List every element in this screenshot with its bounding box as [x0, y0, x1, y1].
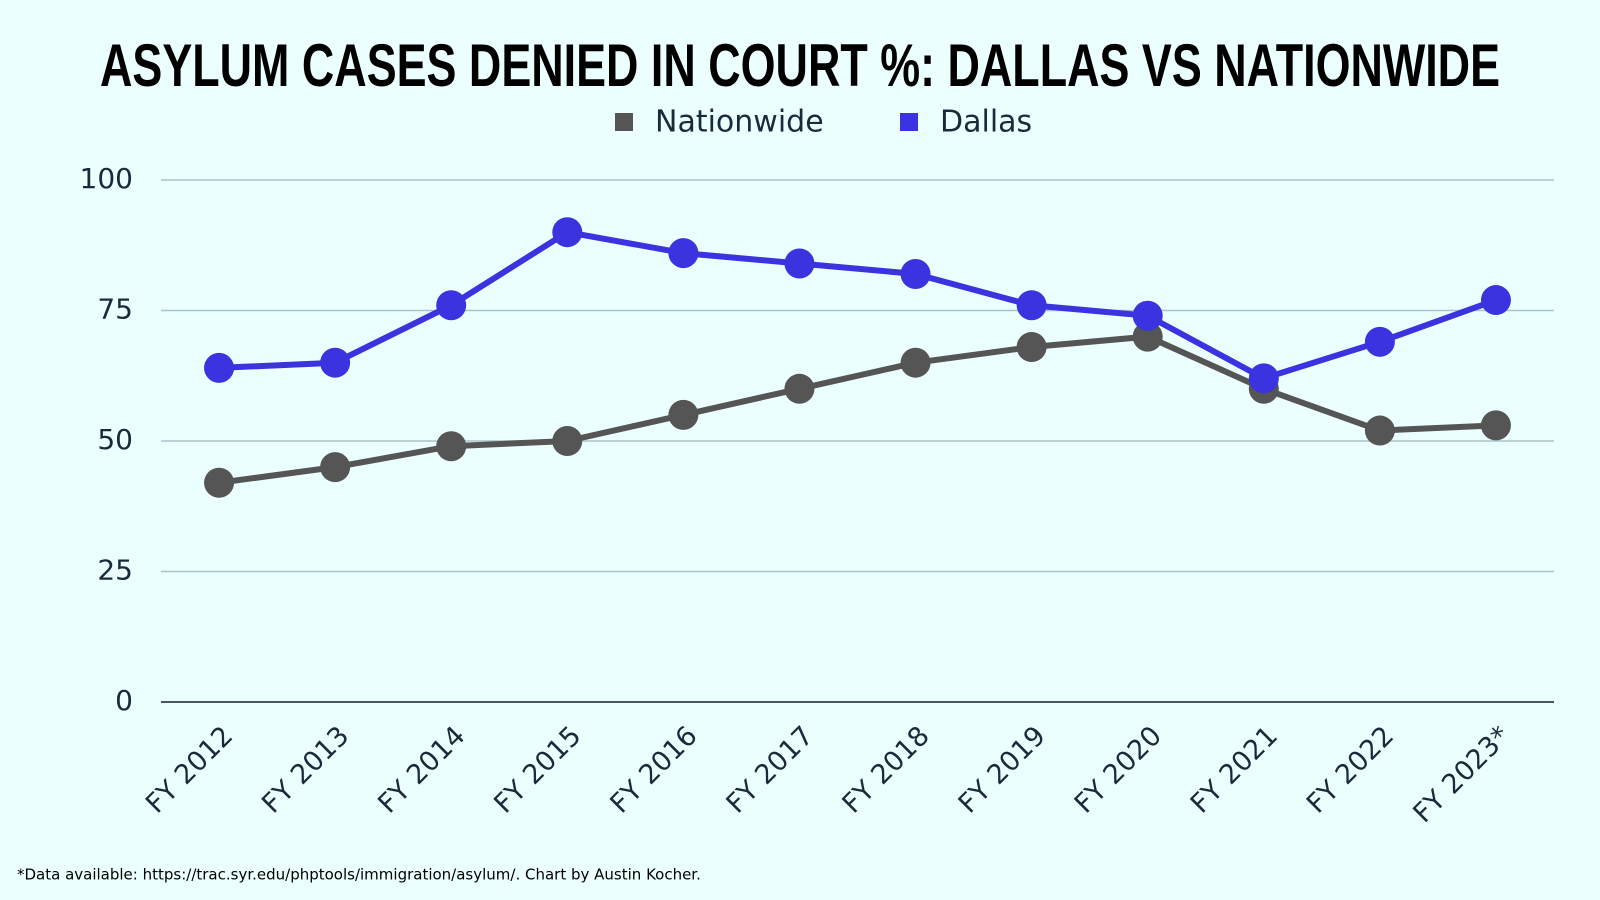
x-tick-label: FY 2013	[256, 720, 355, 819]
legend-label: Dallas	[940, 105, 1032, 140]
x-tick-label: FY 2019	[953, 720, 1052, 819]
point	[1016, 332, 1047, 363]
footnote: *Data available: https://trac.syr.edu/ph…	[17, 866, 701, 884]
point	[320, 347, 351, 378]
x-tick-label: FY 2020	[1069, 720, 1168, 819]
x-tick-label: FY 2016	[604, 720, 703, 819]
point	[1480, 410, 1511, 441]
point	[1364, 326, 1395, 357]
point	[1132, 300, 1163, 331]
x-tick-label: FY 2012	[140, 720, 239, 819]
x-tick-label: FY 2014	[372, 720, 471, 819]
point	[1016, 290, 1047, 321]
x-tick-label: FY 2021	[1185, 720, 1284, 819]
point	[552, 217, 583, 248]
x-tick-label: FY 2017	[720, 720, 819, 819]
x-tick-label: FY 2018	[837, 720, 936, 819]
legend-swatch	[900, 113, 918, 131]
point	[204, 467, 235, 498]
x-tick-label: FY 2022	[1301, 720, 1400, 819]
point	[320, 452, 351, 483]
point	[784, 373, 815, 404]
legend-swatch	[615, 113, 633, 131]
y-tick-label: 50	[97, 423, 133, 456]
point	[784, 248, 815, 279]
point	[436, 290, 467, 321]
point	[552, 426, 583, 456]
point	[1132, 321, 1163, 352]
point	[1248, 363, 1279, 394]
point	[668, 238, 699, 269]
point	[1480, 285, 1511, 316]
series-line	[218, 333, 1497, 486]
point	[204, 352, 235, 383]
point	[436, 431, 467, 462]
x-tick-label: FY 2023*	[1407, 720, 1516, 829]
x-tick-label: FY 2015	[488, 720, 587, 819]
point	[668, 399, 699, 430]
point	[900, 258, 931, 289]
y-tick-label: 25	[97, 554, 133, 587]
point	[900, 347, 931, 378]
point	[1364, 415, 1395, 446]
legend-label: Nationwide	[655, 105, 824, 140]
y-tick-label: 100	[80, 162, 133, 195]
chart-title: ASYLUM CASES DENIED IN COURT %: DALLAS V…	[100, 32, 1500, 99]
y-tick-label: 75	[97, 293, 133, 326]
y-tick-label: 0	[115, 684, 133, 717]
series-line	[218, 229, 1497, 382]
